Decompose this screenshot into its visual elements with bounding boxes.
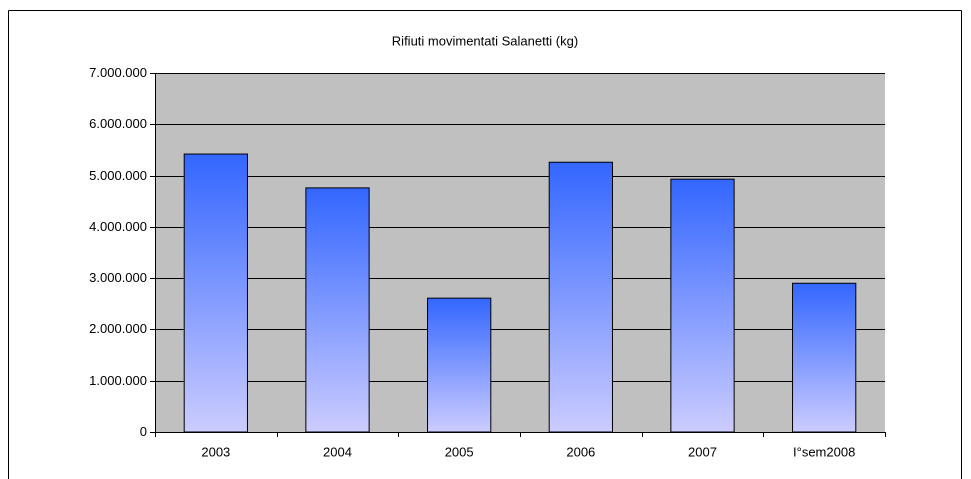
bar <box>548 161 613 433</box>
y-tick-label: 7.000.000 <box>89 65 147 80</box>
plot-area <box>155 73 885 432</box>
y-tick-label: 0 <box>140 424 147 439</box>
x-tick-label: 2003 <box>201 444 230 459</box>
y-tick-label: 2.000.000 <box>89 321 147 336</box>
bar <box>670 178 735 433</box>
y-tick-label: 4.000.000 <box>89 219 147 234</box>
bar <box>792 282 857 433</box>
y-tick-label: 6.000.000 <box>89 116 147 131</box>
y-tick-label: 3.000.000 <box>89 270 147 285</box>
chart-title: Rifiuti movimentati Salanetti (kg) <box>392 33 578 48</box>
y-tick-label: 1.000.000 <box>89 373 147 388</box>
x-tick-label: 2007 <box>688 444 717 459</box>
bar <box>427 297 492 433</box>
x-tick-label: 2005 <box>445 444 474 459</box>
bar <box>183 153 248 433</box>
x-tick-label: I°sem2008 <box>793 444 855 459</box>
x-tick-label: 2004 <box>323 444 352 459</box>
y-tick-label: 5.000.000 <box>89 168 147 183</box>
x-tick-label: 2006 <box>566 444 595 459</box>
bar <box>305 187 370 433</box>
